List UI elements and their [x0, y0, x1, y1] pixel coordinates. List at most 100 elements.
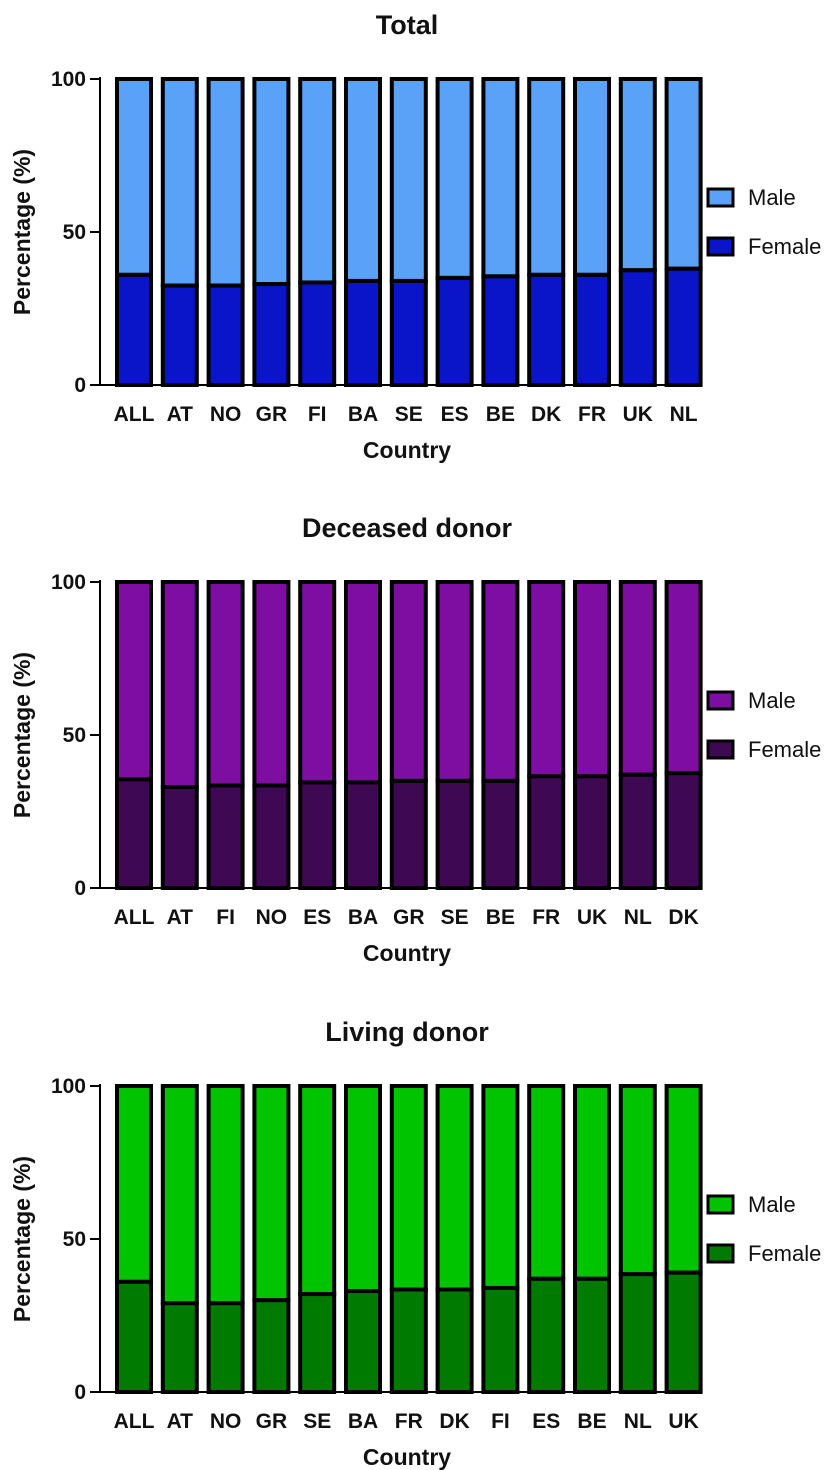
bar-female-se [435, 778, 474, 890]
x-tick-label: AT [167, 403, 194, 426]
x-tick-label: NL [624, 1410, 652, 1433]
x-tick-label: NO [210, 1410, 242, 1433]
bar-male-se [298, 1084, 337, 1297]
bar-male-gr [252, 77, 291, 287]
x-tick-label: FI [308, 403, 327, 426]
y-tick-label: 0 [74, 374, 86, 397]
x-tick-label: ALL [114, 1410, 155, 1433]
x-tick-label: ES [532, 1410, 560, 1433]
legend-swatch-male [706, 187, 735, 208]
chart-title: Living donor [325, 1017, 489, 1047]
legend-label-female: Female [748, 737, 821, 762]
bar-male-dk [435, 1084, 474, 1292]
bar-male-gr [252, 1084, 291, 1303]
bar-female-ba [344, 780, 382, 890]
x-tick-label: FR [395, 1410, 423, 1433]
x-tick-label: ES [303, 906, 331, 929]
bar-female-all [115, 1279, 153, 1394]
bar-male-uk [573, 580, 611, 779]
bar-male-se [389, 77, 428, 283]
y-axis-label: Percentage (%) [9, 149, 35, 315]
bar-male-fi [206, 580, 245, 788]
bar-female-gr [252, 1298, 291, 1395]
bar-male-no [206, 77, 245, 288]
x-tick-label: NO [256, 906, 288, 929]
bar-male-fi [481, 1084, 520, 1290]
bar-male-at [160, 580, 199, 790]
x-tick-label: DK [531, 403, 561, 426]
bar-female-es [298, 780, 337, 890]
bar-male-nl [618, 580, 657, 777]
bar-female-es [527, 1276, 566, 1394]
bar-male-fr [389, 1084, 428, 1292]
y-tick-label: 50 [63, 724, 86, 747]
bar-female-at [160, 785, 199, 890]
bar-male-se [435, 580, 474, 783]
bar-female-fr [527, 774, 566, 890]
bar-female-ba [344, 1289, 382, 1394]
legend-label-male: Male [748, 185, 796, 210]
bar-male-no [206, 1084, 245, 1306]
legend-swatch-female [706, 236, 735, 257]
x-tick-label: BA [348, 906, 378, 929]
bar-female-dk [527, 272, 566, 387]
bar-male-uk [664, 1084, 703, 1275]
x-tick-label: FI [491, 1410, 510, 1433]
bar-female-es [435, 275, 474, 387]
bar-female-uk [664, 1270, 703, 1394]
legend-label-female: Female [748, 1241, 821, 1266]
x-tick-label: NL [670, 403, 698, 426]
bar-male-gr [389, 580, 428, 783]
bar-male-be [481, 580, 520, 783]
bar-female-se [389, 278, 428, 387]
x-tick-label: SE [303, 1410, 331, 1433]
x-tick-label: UK [668, 1410, 698, 1433]
bar-female-at [160, 1301, 199, 1395]
x-axis-label: Country [363, 940, 451, 966]
bar-female-all [115, 272, 153, 387]
bar-male-nl [618, 1084, 657, 1277]
bar-male-es [527, 1084, 566, 1281]
x-tick-label: FI [216, 906, 235, 929]
x-tick-label: BE [577, 1410, 606, 1433]
legend-swatch-female [706, 1243, 735, 1264]
bar-male-dk [664, 580, 703, 776]
bar-male-ba [344, 77, 382, 283]
bar-female-fr [573, 272, 611, 387]
bar-female-fi [206, 783, 245, 890]
bar-male-ba [344, 1084, 382, 1294]
x-tick-label: DK [439, 1410, 469, 1433]
legend-label-male: Male [748, 688, 796, 713]
bar-male-nl [664, 77, 703, 271]
x-tick-label: GR [256, 403, 288, 426]
bar-male-fi [298, 77, 337, 285]
bar-male-uk [618, 77, 657, 273]
x-tick-label: ALL [114, 403, 155, 426]
chart-panel-deceased-donor: Deceased donor ALL AT FI NO ES BA GR SE BE FR UK NL D… [0, 503, 834, 993]
bar-male-be [573, 1084, 611, 1281]
x-tick-label: AT [167, 1410, 194, 1433]
x-tick-label: BE [486, 906, 515, 929]
bar-male-at [160, 77, 199, 288]
bar-female-nl [618, 1272, 657, 1394]
bar-male-all [115, 77, 153, 277]
bar-male-all [115, 580, 153, 782]
x-tick-label: BA [348, 1410, 378, 1433]
bar-male-fr [527, 580, 566, 779]
x-tick-label: UK [623, 403, 653, 426]
chart-total: Total ALL AT NO GR FI BA SE ES BE DK FR UK NL 0 50 100 Co… [9, 10, 821, 463]
x-tick-label: BA [348, 403, 378, 426]
y-tick-label: 100 [51, 68, 86, 91]
bar-female-fi [481, 1285, 520, 1394]
x-tick-label: DK [668, 906, 698, 929]
x-tick-label: GR [256, 1410, 288, 1433]
x-tick-label: BE [486, 403, 515, 426]
x-tick-label: NL [624, 906, 652, 929]
y-tick-label: 50 [63, 1228, 86, 1251]
bar-female-fr [389, 1287, 428, 1394]
chart-title: Total [376, 10, 439, 40]
x-tick-label: FR [532, 906, 560, 929]
bar-female-gr [252, 282, 291, 387]
y-tick-label: 100 [51, 571, 86, 594]
bar-female-nl [664, 266, 703, 387]
